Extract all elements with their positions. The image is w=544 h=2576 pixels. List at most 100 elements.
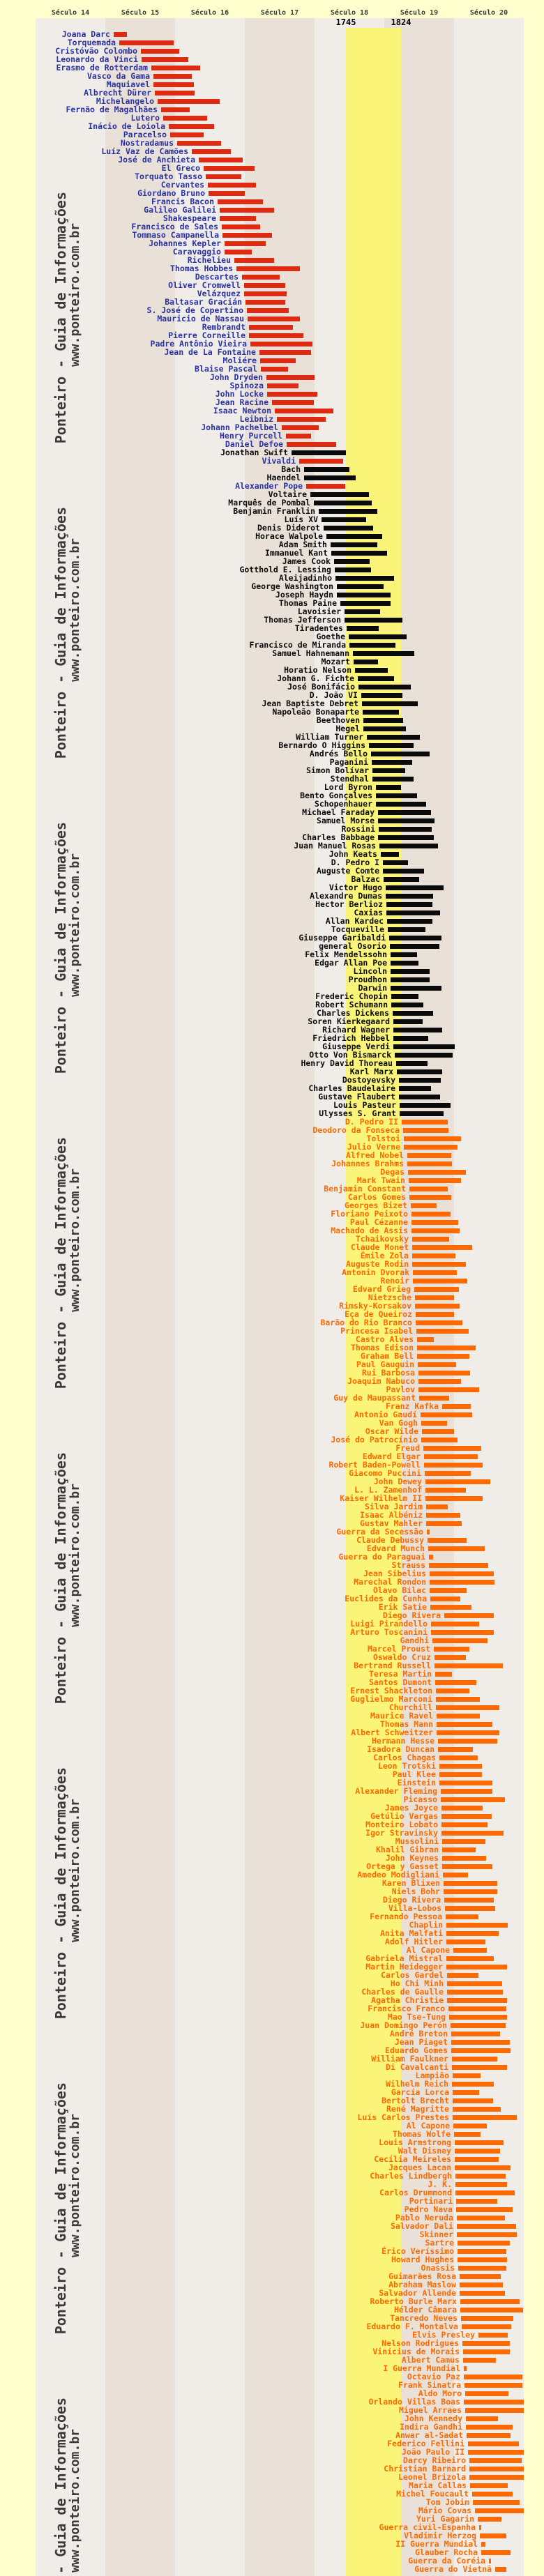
person-label: Santos Dumont — [368, 1677, 432, 1687]
person-label: Horatio Nelson — [284, 665, 352, 675]
watermark-site-url: www.ponteiro.com.br — [68, 1799, 82, 1942]
lifespan-bar — [424, 1463, 483, 1468]
lifespan-bar — [412, 1253, 455, 1258]
lifespan-bar — [442, 1847, 476, 1852]
person-label: Napoleão Bonaparte — [272, 707, 359, 717]
lifespan-bar — [245, 300, 285, 305]
person-label: Goethe — [316, 632, 345, 641]
person-label: Yuri Gagarin — [416, 2514, 474, 2524]
lifespan-bar — [379, 844, 438, 848]
lifespan-bar — [458, 2266, 506, 2271]
lifespan-bar — [460, 2274, 501, 2279]
person-label: Jean Racine — [215, 397, 269, 407]
person-label: Vinícius de Morais — [372, 2347, 460, 2356]
person-label: Agatha Christie — [371, 1995, 444, 2005]
person-label: Barão do Rio Branco — [320, 1318, 412, 1327]
watermark-site-name: Ponteiro - Guia de Informações — [52, 1137, 69, 1389]
person-label: Eduardo Gomes — [384, 2045, 448, 2055]
lifespan-bar — [439, 1781, 492, 1785]
person-label: Auguste Comte — [316, 866, 379, 876]
lifespan-bar — [204, 166, 255, 171]
person-label: Picasso — [403, 1794, 437, 1804]
person-label: Isaac Albéniz — [359, 1510, 423, 1520]
person-label: Lampião — [415, 2071, 449, 2080]
person-label: Bertolt Brecht — [381, 2096, 449, 2105]
lifespan-bar — [432, 1638, 488, 1643]
lifespan-bar — [453, 2115, 517, 2120]
person-label: Velázquez — [197, 289, 241, 298]
watermark-site-name: Ponteiro - Guia de Informações — [52, 507, 69, 759]
lifespan-bar — [299, 459, 343, 464]
person-label: Teresa Martin — [368, 1669, 432, 1679]
person-label: Octavio Paz — [407, 2372, 460, 2381]
person-label: Spinoza — [229, 381, 264, 390]
lifespan-bar — [275, 409, 333, 413]
lifespan-bar — [393, 1036, 428, 1041]
person-label: Leon Trotski — [377, 1761, 436, 1771]
person-label: José Bonifácio — [287, 682, 355, 692]
war-label: Guerra civil-Espanha — [379, 2522, 476, 2532]
lifespan-bar — [444, 1881, 497, 1886]
lifespan-bar — [444, 1613, 494, 1618]
person-label: Leonardo da Vinci — [56, 54, 138, 64]
person-label: Amedeo Modigliani — [357, 1870, 439, 1880]
watermark-site-name: Ponteiro - Guia de Informações — [52, 822, 69, 1074]
lifespan-bar — [387, 919, 432, 924]
person-label: Degas — [380, 1167, 405, 1177]
person-label: Giordano Bruno — [137, 188, 205, 198]
person-label: Hélder Câmara — [393, 2305, 457, 2315]
lifespan-bar — [376, 785, 401, 790]
lifespan-bar — [412, 1245, 472, 1250]
lifespan-bar — [376, 802, 426, 807]
lifespan-bar — [390, 944, 439, 949]
person-label: Indira Gandhi — [399, 2422, 462, 2432]
person-label: Victor Hugo — [328, 883, 382, 892]
lifespan-bar — [372, 768, 405, 773]
person-label: Johann G. Fichte — [277, 673, 354, 683]
person-label: Deodoro da Fonseca — [312, 1125, 400, 1135]
person-label: Juan Domingo Perón — [360, 2020, 447, 2030]
person-label: Lincoln — [353, 966, 387, 976]
person-label: Robert Baden-Powell — [328, 1460, 421, 1470]
person-label: Paganini — [329, 757, 368, 767]
lifespan-bar — [453, 2124, 487, 2128]
lifespan-bar — [142, 57, 188, 62]
lifespan-bar — [455, 2174, 506, 2179]
person-label: D. Pedro I — [331, 858, 379, 867]
person-label: Khalil Gibran — [375, 1845, 439, 1854]
person-label: Charles Babbage — [302, 832, 375, 842]
person-label: Hector Berlioz — [315, 899, 383, 909]
lifespan-bar — [386, 885, 444, 890]
person-label: Robert Schumann — [315, 1000, 388, 1009]
person-label: Frank Sinatra — [398, 2380, 461, 2390]
lifespan-bar — [455, 2149, 500, 2154]
war-label: Guerra do Paraguai — [338, 1552, 425, 1562]
war-label: Guerra do Vietnã — [414, 2564, 492, 2574]
person-label: Thomas Edison — [350, 1343, 414, 1352]
lifespan-bar — [222, 233, 272, 238]
lifespan-bar — [155, 91, 195, 96]
person-label: Gotthold E. Lessing — [239, 565, 331, 574]
person-label: Hegel — [335, 724, 360, 733]
person-label: Jean Baptiste Debret — [262, 699, 358, 708]
lifespan-bar — [324, 526, 373, 531]
person-label: Maurice Ravel — [370, 1711, 433, 1721]
lifespan-bar — [340, 601, 391, 606]
lifespan-bar — [358, 685, 411, 689]
person-label: Oscar Wilde — [365, 1426, 418, 1436]
person-label: Al Capone — [406, 1945, 450, 1955]
lifespan-bar — [388, 927, 425, 932]
lifespan-bar — [461, 2316, 513, 2321]
person-label: Allan Kardec — [325, 916, 384, 926]
person-label: Howard Hughes — [391, 2255, 454, 2264]
person-label: Al Capone — [406, 2121, 450, 2131]
lifespan-bar — [384, 877, 419, 882]
lifespan-bar — [466, 2425, 513, 2430]
lifespan-bar — [451, 2032, 500, 2036]
person-label: Pablo Neruda — [395, 2213, 453, 2223]
person-label: João Paulo II — [401, 2447, 464, 2457]
person-label: Balzac — [351, 874, 380, 884]
lifespan-bar — [391, 994, 418, 999]
person-label: Claude Monet — [350, 1242, 409, 1252]
lifespan-bar — [458, 2249, 506, 2254]
